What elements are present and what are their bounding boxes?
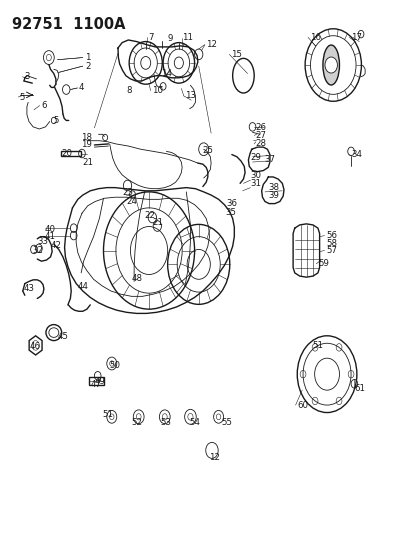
- Text: 16: 16: [309, 33, 320, 42]
- Text: 21: 21: [82, 158, 93, 166]
- Text: 25: 25: [202, 146, 213, 155]
- Text: 53: 53: [160, 418, 171, 426]
- Text: 13: 13: [185, 92, 196, 100]
- Text: 45: 45: [57, 333, 68, 341]
- Text: 23: 23: [122, 189, 133, 197]
- Text: 28: 28: [255, 140, 266, 148]
- Text: 29: 29: [250, 154, 261, 162]
- Text: 5: 5: [20, 93, 25, 101]
- Text: 31: 31: [250, 180, 261, 188]
- Text: 10: 10: [152, 86, 163, 95]
- Text: 51: 51: [102, 410, 114, 419]
- Text: 17: 17: [350, 33, 361, 42]
- Text: 2: 2: [85, 62, 90, 70]
- Text: 52: 52: [131, 418, 142, 426]
- Text: 7: 7: [148, 33, 153, 42]
- Text: 14: 14: [161, 69, 172, 78]
- Text: 57: 57: [325, 246, 337, 255]
- Text: 58: 58: [325, 239, 337, 247]
- Text: 1: 1: [85, 53, 90, 62]
- Text: 38: 38: [268, 183, 279, 192]
- Text: 12: 12: [206, 41, 217, 49]
- Text: 5: 5: [54, 116, 59, 125]
- Text: 15: 15: [230, 50, 242, 59]
- Text: 20: 20: [61, 149, 72, 158]
- Text: 46: 46: [30, 342, 41, 351]
- Text: 32: 32: [32, 246, 43, 255]
- Text: 19: 19: [81, 141, 91, 149]
- Text: 18: 18: [81, 133, 92, 142]
- Text: 48: 48: [131, 274, 142, 282]
- Text: 8: 8: [126, 86, 131, 95]
- Text: 54: 54: [189, 418, 200, 426]
- Text: 40: 40: [45, 225, 56, 233]
- Text: 11: 11: [182, 33, 193, 42]
- Text: 9: 9: [167, 34, 173, 43]
- Text: 30: 30: [250, 172, 261, 180]
- Text: 47: 47: [90, 381, 101, 389]
- Text: 24: 24: [126, 197, 137, 206]
- Text: 3: 3: [24, 72, 29, 81]
- Text: 56: 56: [325, 231, 337, 240]
- Text: 50: 50: [109, 361, 121, 369]
- Text: 12: 12: [209, 453, 220, 462]
- Text: 22: 22: [144, 211, 155, 220]
- Text: 26: 26: [255, 124, 266, 132]
- Text: 27: 27: [255, 131, 266, 140]
- Text: 39: 39: [268, 191, 278, 199]
- Text: 36: 36: [226, 199, 237, 208]
- Circle shape: [324, 57, 337, 73]
- Text: 21: 21: [152, 219, 163, 227]
- Ellipse shape: [322, 45, 339, 85]
- Text: 43: 43: [24, 285, 35, 293]
- Text: 60: 60: [297, 401, 308, 409]
- Text: 4: 4: [78, 84, 84, 92]
- Text: 61: 61: [353, 384, 364, 392]
- Text: 92751  1100A: 92751 1100A: [12, 17, 126, 32]
- Text: 59: 59: [317, 260, 328, 268]
- Text: 42: 42: [50, 241, 62, 249]
- Text: 51: 51: [312, 341, 323, 350]
- Text: 41: 41: [45, 232, 56, 241]
- Text: 35: 35: [225, 208, 236, 216]
- Text: 55: 55: [221, 418, 232, 426]
- Text: 37: 37: [263, 156, 275, 164]
- Text: 34: 34: [350, 150, 361, 159]
- Text: 44: 44: [78, 282, 89, 291]
- Text: 49: 49: [94, 377, 105, 385]
- Text: 33: 33: [37, 238, 48, 246]
- Text: 6: 6: [41, 101, 47, 110]
